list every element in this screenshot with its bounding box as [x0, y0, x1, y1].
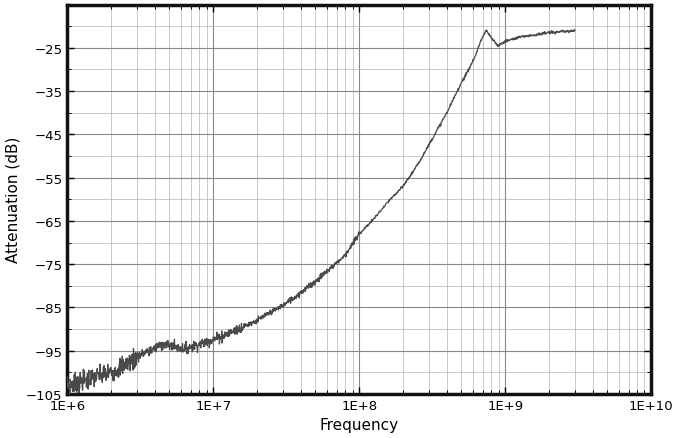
Y-axis label: Attenuation (dB): Attenuation (dB) [5, 137, 20, 263]
X-axis label: Frequency: Frequency [320, 417, 399, 432]
